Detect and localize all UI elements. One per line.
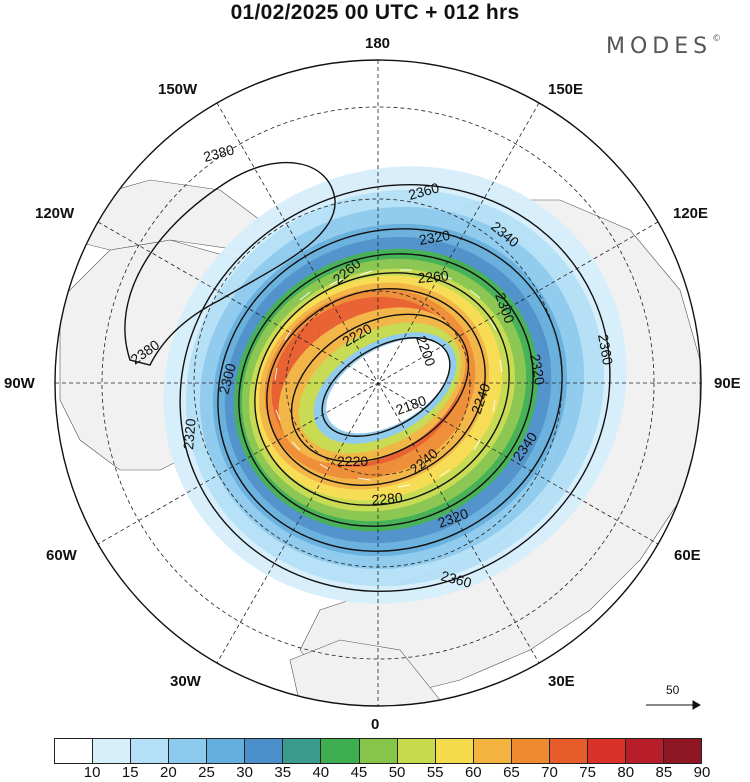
lon-label-30e: 30E [548,673,575,690]
colorbar-label: 30 [236,764,253,781]
colorbar-cell [587,739,626,763]
colorbar-cell [549,739,588,763]
colorbar-cell [55,739,94,763]
colorbar-cell [359,739,398,763]
colorbar-label: 70 [541,764,558,781]
lon-label-150e: 150E [548,81,584,98]
colorbar [54,738,702,764]
contour-label: 2320 [527,353,548,387]
brand-logo: MODES© [606,34,721,59]
colorbar-cell [283,739,322,763]
colorbar-cell [93,739,132,763]
lon-label-180: 180 [365,35,391,52]
lon-label-150w: 150W [158,81,198,98]
contour-label: 2260 [417,267,450,286]
wind-scale-label: 50 [666,683,680,697]
lon-label-120e: 120E [673,205,709,222]
colorbar-label: 50 [388,764,406,781]
chart-title: 01/02/2025 00 UTC + 012 hrs [230,1,520,24]
colorbar-cell [473,739,512,763]
colorbar-cell [169,739,208,763]
colorbar-label: 90 [693,764,711,781]
colorbar-cell [131,739,170,763]
lon-label-90e: 90E [714,375,741,392]
lon-label-120w: 120W [35,205,75,222]
colorbar-label: 35 [274,764,292,781]
colorbar-cell [245,739,284,763]
wind-scale-arrow [646,700,702,710]
brand-mark: © [712,34,722,44]
lon-label-90w: 90W [4,375,35,392]
colorbar-label: 85 [655,764,673,781]
colorbar-label: 55 [426,764,444,781]
map-boundary [54,59,702,707]
colorbar-label: 10 [83,764,101,781]
lon-label-60e: 60E [674,547,701,564]
contour-label: 2320 [180,418,199,451]
wind-vectors [274,269,503,488]
contour-label: 2360 [439,567,473,591]
graticule [55,60,701,706]
contour-label: 2360 [595,333,616,367]
contour-label: 2380 [202,141,236,165]
contour-label: 2280 [371,489,404,508]
colorbar-label: 25 [198,764,215,781]
colorbar-cell [397,739,436,763]
brand-name: MODES [606,34,713,59]
colorbar-cell [625,739,664,763]
lon-label-60w: 60W [46,547,77,564]
colorbar-label: 75 [579,764,596,781]
lon-label-0: 0 [371,716,380,733]
contour-label: 2360 [407,179,441,203]
contour-label: 2320 [418,227,452,248]
colorbar-label: 45 [350,764,368,781]
colorbar-label: 20 [160,764,177,781]
colorbar-label: 65 [503,764,520,781]
height-contours [124,161,611,593]
lon-label-30w: 30W [170,673,201,690]
contour-label: 2300 [215,361,239,395]
colorbar-label: 60 [464,764,482,781]
contour-label: 2220 [337,453,368,469]
colorbar-cell [511,739,550,763]
colorbar-label: 80 [617,764,635,781]
colorbar-label: 40 [312,764,330,781]
colorbar-cell [664,739,702,763]
colorbar-cell [207,739,246,763]
colorbar-cell [321,739,360,763]
colorbar-cell [435,739,474,763]
colorbar-label: 15 [121,764,139,781]
